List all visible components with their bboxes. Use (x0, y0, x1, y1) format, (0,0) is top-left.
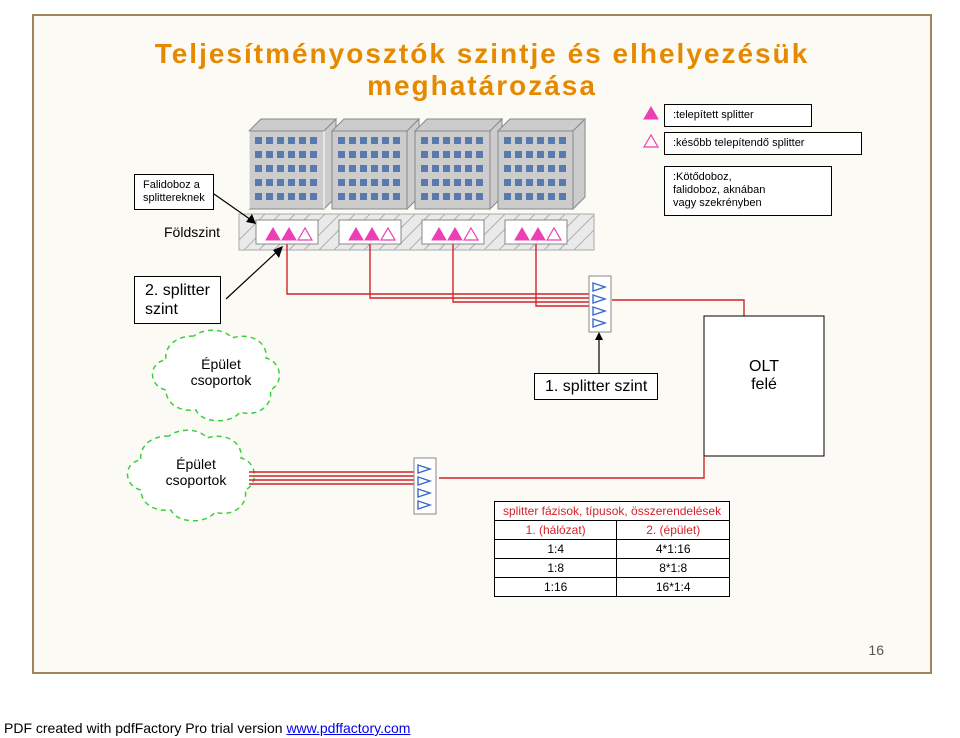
splitter-level-1-horizontal (414, 458, 436, 514)
page-number: 16 (868, 642, 884, 658)
table-row: 1:88*1:8 (495, 559, 730, 578)
cloud-bottom-label: Épület csoportok (151, 456, 241, 488)
table-col2: 2. (épület) (617, 521, 730, 540)
level2-label: 2. splitter szint (134, 276, 221, 324)
red-wires (287, 244, 744, 386)
level1-caption: 1. splitter szint (534, 373, 658, 400)
ground-label: Földszint (164, 224, 220, 240)
cloud-top-label: Épület csoportok (176, 356, 266, 388)
legend-later-icon (644, 135, 658, 147)
footer-prefix: PDF created with pdfFactory Pro trial ve… (4, 720, 286, 736)
table-row: 1:44*1:16 (495, 540, 730, 559)
splitter-table: splitter fázisok, típusok, összerendelés… (494, 501, 730, 597)
footer-link[interactable]: www.pdffactory.com (286, 720, 410, 736)
olt-label: OLT felé (734, 358, 794, 394)
wallbox-label: Falidoboz a splittereknek (134, 174, 214, 210)
splitter-level-1-vertical (589, 276, 611, 332)
legend-box: :Kötődoboz, falidoboz, aknában vagy szek… (664, 166, 832, 216)
footer: PDF created with pdfFactory Pro trial ve… (4, 720, 410, 736)
ground-zone (229, 214, 610, 250)
table-col1: 1. (hálózat) (495, 521, 617, 540)
legend-later: :később telepítendő splitter (664, 132, 862, 155)
table-title: splitter fázisok, típusok, összerendelés… (495, 502, 730, 521)
buildings (249, 119, 585, 209)
legend-installed-icon (644, 107, 658, 119)
legend-installed: :telepített splitter (664, 104, 812, 127)
table-row: 1:1616*1:4 (495, 578, 730, 597)
